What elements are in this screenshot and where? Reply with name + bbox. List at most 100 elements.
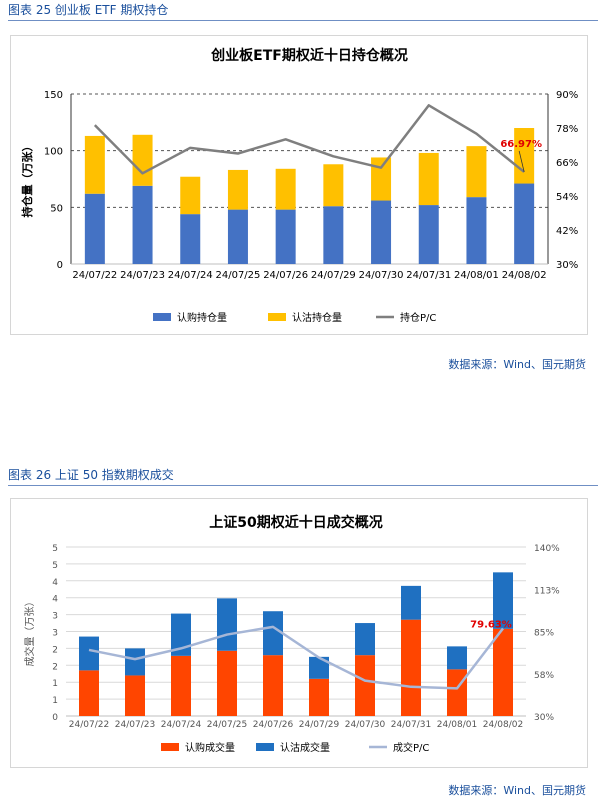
bar-put bbox=[493, 572, 513, 629]
y2-tick-label: 78% bbox=[556, 124, 578, 135]
x-tick-label: 24/07/22 bbox=[69, 720, 109, 730]
figure-26-label: 图表 26 上证 50 指数期权成交 bbox=[8, 468, 174, 482]
bar-call bbox=[355, 655, 375, 716]
x-tick-label: 24/07/29 bbox=[299, 720, 340, 730]
y2-tick-label: 90% bbox=[556, 90, 578, 101]
bar-put bbox=[263, 611, 283, 656]
bar-put bbox=[84, 135, 105, 194]
bar-put bbox=[275, 168, 296, 210]
chart-25: 创业板ETF期权近十日持仓概况 0 50 100 150 30% 42% 54% 66% 78% 9… bbox=[20, 47, 578, 324]
bar-call bbox=[132, 185, 153, 264]
pc-annotation: 66.97% bbox=[500, 139, 542, 150]
bar-call bbox=[275, 209, 296, 264]
x-tick-label: 24/07/31 bbox=[391, 720, 431, 730]
legend-label: 认购成交量 bbox=[185, 741, 235, 754]
y-tick-label: 100 bbox=[44, 147, 63, 158]
x-tick-label: 24/07/22 bbox=[72, 270, 117, 281]
y-tick-label: 5 bbox=[52, 544, 58, 554]
y2-tick-label: 66% bbox=[556, 158, 578, 169]
y-tick-label: 3 bbox=[52, 629, 58, 639]
bar-call bbox=[171, 655, 191, 716]
legend-label: 认购持仓量 bbox=[177, 311, 227, 324]
chart-panel-26: 上证50期权近十日成交概况 0 1 1 2 2 3 3 4 4 5 5 30% 58% 85% 113% 140… bbox=[10, 498, 588, 768]
bar-call bbox=[418, 205, 439, 264]
bar-put bbox=[217, 598, 237, 651]
bar-put bbox=[171, 613, 191, 656]
figure-25-divider bbox=[8, 20, 598, 21]
bar-call bbox=[371, 200, 392, 264]
x-tick-label: 24/07/26 bbox=[253, 720, 294, 730]
figure-26-divider bbox=[8, 485, 598, 486]
y2-tick-label: 113% bbox=[534, 586, 560, 596]
bar-put bbox=[447, 646, 467, 670]
x-tick-label: 24/08/02 bbox=[483, 720, 523, 730]
chart-title: 创业板ETF期权近十日持仓概况 bbox=[210, 47, 408, 64]
y2-tick-label: 30% bbox=[556, 260, 578, 271]
legend-bar-swatch bbox=[161, 743, 179, 751]
bar-call bbox=[323, 206, 344, 264]
bar-call bbox=[227, 209, 248, 264]
bar-call bbox=[217, 650, 237, 716]
x-tick-label: 24/07/24 bbox=[161, 720, 202, 730]
y-axis-title: 成交量（万张） bbox=[23, 597, 36, 667]
figure-26-source: 数据来源：Wind、国元期货 bbox=[448, 784, 586, 797]
x-tick-label: 24/08/01 bbox=[437, 720, 477, 730]
y-tick-label: 50 bbox=[50, 203, 63, 214]
x-tick-label: 24/08/02 bbox=[502, 270, 547, 281]
x-tick-label: 24/07/25 bbox=[215, 270, 260, 281]
y-tick-label: 2 bbox=[52, 662, 58, 672]
legend-label: 认沽持仓量 bbox=[292, 311, 342, 324]
y-tick-label: 4 bbox=[52, 578, 58, 588]
x-tick-label: 24/07/25 bbox=[207, 720, 247, 730]
bar-call bbox=[466, 197, 487, 264]
x-tick-label: 24/07/29 bbox=[311, 270, 356, 281]
bar-call bbox=[263, 655, 283, 716]
x-tick-label: 24/07/26 bbox=[263, 270, 308, 281]
y2-tick-label: 58% bbox=[534, 671, 554, 681]
legend-label: 持仓P/C bbox=[400, 311, 436, 324]
y-tick-label: 1 bbox=[52, 696, 58, 706]
pc-ratio-line bbox=[93, 104, 525, 175]
x-tick-label: 24/07/31 bbox=[406, 270, 451, 281]
figure-25-label: 图表 25 创业板 ETF 期权持仓 bbox=[8, 3, 169, 17]
y2-tick-label: 140% bbox=[534, 544, 560, 554]
legend-bar-swatch bbox=[256, 743, 274, 751]
x-tick-label: 24/07/24 bbox=[168, 270, 213, 281]
y-tick-label: 0 bbox=[52, 713, 58, 723]
chart-26: 上证50期权近十日成交概况 0 1 1 2 2 3 3 4 4 5 5 30% 58% 85% 113% 140… bbox=[23, 514, 560, 754]
x-tick-label: 24/07/30 bbox=[345, 720, 386, 730]
y-axis-title: 持仓量（万张） bbox=[20, 141, 34, 218]
legend-label: 成交P/C bbox=[393, 741, 429, 754]
y-tick-label: 4 bbox=[52, 595, 58, 605]
bar-put bbox=[180, 176, 201, 215]
bar-put bbox=[514, 128, 535, 184]
bar-put bbox=[418, 152, 439, 206]
x-tick-label: 24/07/23 bbox=[120, 270, 165, 281]
legend-bar-swatch bbox=[268, 313, 286, 321]
figure-25-source: 数据来源：Wind、国元期货 bbox=[448, 358, 586, 371]
bar-put bbox=[132, 134, 153, 186]
y-tick-label: 1 bbox=[52, 679, 58, 689]
bar-put bbox=[355, 623, 375, 656]
pc-ratio-line bbox=[88, 625, 504, 690]
y2-tick-label: 30% bbox=[534, 713, 554, 723]
bar-call bbox=[84, 193, 105, 264]
bar-put bbox=[309, 656, 329, 679]
bar-call bbox=[180, 214, 201, 264]
pc-annotation: 79.63% bbox=[470, 619, 512, 630]
bar-put bbox=[323, 164, 344, 207]
bar-call bbox=[493, 628, 513, 716]
bar-put bbox=[466, 146, 487, 198]
y-tick-label: 2 bbox=[52, 645, 58, 655]
legend-bar-swatch bbox=[153, 313, 171, 321]
y-tick-label: 3 bbox=[52, 612, 58, 622]
y2-tick-label: 54% bbox=[556, 192, 578, 203]
bar-call bbox=[125, 675, 145, 716]
chart-title: 上证50期权近十日成交概况 bbox=[209, 514, 382, 531]
legend-label: 认沽成交量 bbox=[280, 741, 330, 754]
bar-put bbox=[79, 636, 99, 671]
bar-put bbox=[371, 157, 392, 201]
bar-call bbox=[79, 670, 99, 716]
bar-put bbox=[125, 648, 145, 676]
x-tick-label: 24/08/01 bbox=[454, 270, 499, 281]
